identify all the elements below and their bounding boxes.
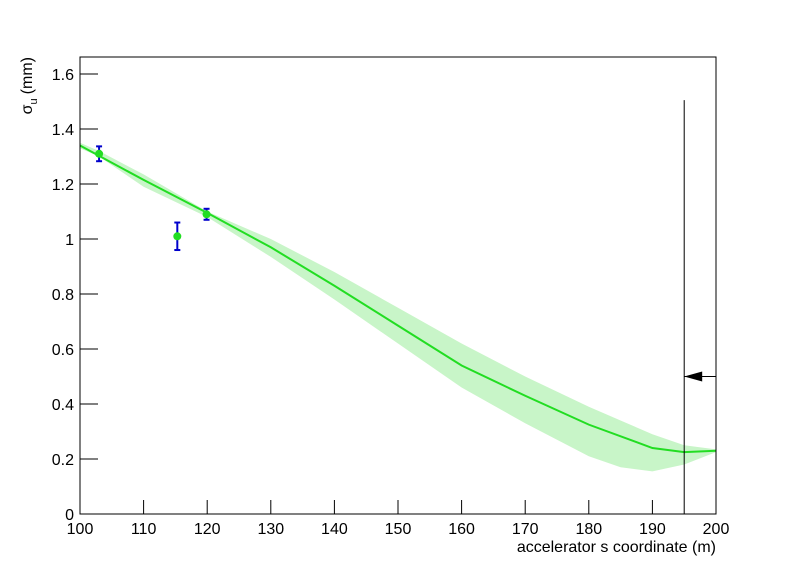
x-tick-label: 130 bbox=[257, 521, 284, 538]
y-label-subscript: u bbox=[28, 98, 40, 104]
x-axis-label: accelerator s coordinate (m) bbox=[517, 539, 716, 556]
x-tick-label: 100 bbox=[67, 521, 94, 538]
fit-curve bbox=[79, 144, 717, 454]
x-tick-label: 170 bbox=[512, 521, 539, 538]
data-point bbox=[95, 149, 104, 158]
x-tick-label: 180 bbox=[575, 521, 602, 538]
y-tick-label: 1.4 bbox=[52, 122, 74, 139]
y-axis-label: σu (mm) bbox=[19, 57, 40, 114]
confidence-band bbox=[80, 142, 716, 472]
x-tick-label: 150 bbox=[385, 521, 412, 538]
y-tick-label: 0.2 bbox=[52, 452, 74, 469]
y-tick-label: 1 bbox=[65, 232, 74, 249]
x-tick-label: 200 bbox=[703, 521, 730, 538]
y-tick-label: 1.6 bbox=[52, 67, 74, 84]
y-tick-label: 0.4 bbox=[52, 397, 74, 414]
x-tick-label: 190 bbox=[639, 521, 666, 538]
y-label-symbol: σ bbox=[19, 104, 36, 114]
x-tick-label: 140 bbox=[321, 521, 348, 538]
y-tick-label: 1.2 bbox=[52, 177, 74, 194]
y-tick-label: 0.8 bbox=[52, 287, 74, 304]
y-tick-label: 0 bbox=[65, 507, 74, 524]
data-point bbox=[202, 210, 211, 219]
y-tick-label: 0.6 bbox=[52, 342, 74, 359]
y-label-unit: (mm) bbox=[19, 57, 36, 94]
x-tick-label: 110 bbox=[131, 521, 157, 538]
x-tick-label: 160 bbox=[448, 521, 475, 538]
x-tick-label: 120 bbox=[194, 521, 221, 538]
data-point bbox=[173, 232, 182, 241]
arrow-head bbox=[684, 371, 703, 382]
